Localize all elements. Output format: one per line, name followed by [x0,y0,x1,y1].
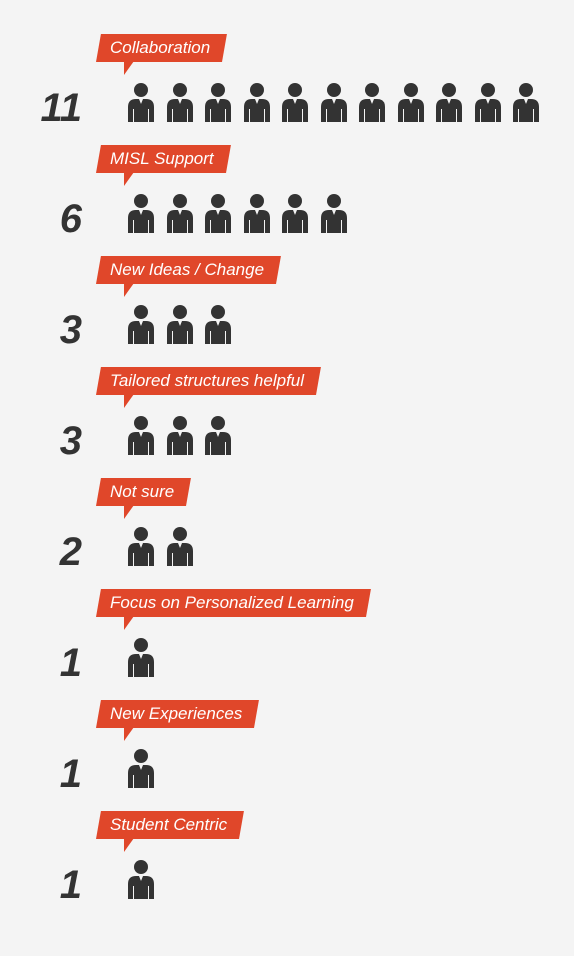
category-label: New Ideas / Change [110,260,265,279]
category-label-box: New Experiences [96,700,260,741]
person-icon [282,83,308,122]
category-label-box: New Ideas / Change [96,256,281,297]
category-row: Not sure 2 [0,478,574,589]
person-icon [320,194,347,233]
category-label: Student Centric [110,815,228,834]
category-label-box: Tailored structures helpful [96,367,321,408]
label-pointer [124,838,134,852]
person-icon [205,83,231,122]
person-icon [205,416,231,455]
person-icon [128,305,154,344]
label-pointer [124,505,134,519]
category-label-box: Focus on Personalized Learning [96,589,371,630]
category-row: MISL Support 6 [0,145,574,256]
count-value: 1 [59,752,82,796]
category-label: Collaboration [110,38,211,57]
person-icon [166,305,193,344]
person-icon [128,860,154,899]
person-icon [474,83,501,122]
count-value: 1 [59,641,82,685]
label-pointer [124,394,134,408]
person-icon [205,194,231,233]
person-icon [436,83,462,122]
label-pointer [124,616,134,630]
person-icon [166,83,193,122]
category-row: Focus on Personalized Learning 1 [0,589,574,700]
category-row: New Experiences 1 [0,700,574,811]
person-icon [166,194,193,233]
label-pointer [124,283,134,297]
person-icon [205,305,231,344]
category-row: Student Centric 1 [0,811,574,922]
person-icon [166,527,193,566]
category-row: New Ideas / Change 3 [0,256,574,367]
category-row: Collaboration 11 [0,34,574,145]
person-icon [397,83,424,122]
person-icon [513,83,539,122]
category-label-box: MISL Support [96,145,231,186]
category-label-box: Collaboration [96,34,228,75]
count-value: 3 [59,308,82,352]
count-value: 6 [59,197,82,241]
person-icon [128,638,154,677]
person-icon [128,416,154,455]
category-row: Tailored structures helpful 3 [0,367,574,478]
category-label: Tailored structures helpful [110,371,305,390]
person-icon [128,194,154,233]
count-value: 11 [40,86,82,130]
person-icon [359,83,385,122]
count-value: 1 [59,863,82,907]
category-label: MISL Support [110,149,214,168]
label-pointer [124,172,134,186]
person-icon [128,527,154,566]
category-label: Focus on Personalized Learning [110,593,354,612]
person-icon [320,83,347,122]
label-pointer [124,727,134,741]
person-icon [243,194,270,233]
person-icon [128,83,154,122]
person-icon [243,83,270,122]
person-icon [166,416,193,455]
category-label: Not sure [110,482,175,501]
category-label-box: Student Centric [96,811,245,852]
label-pointer [124,61,134,75]
count-value: 2 [59,530,82,574]
category-label: New Experiences [110,704,243,723]
category-label-box: Not sure [96,478,192,519]
person-icon [128,749,154,788]
count-value: 3 [59,419,82,463]
person-icon [282,194,308,233]
